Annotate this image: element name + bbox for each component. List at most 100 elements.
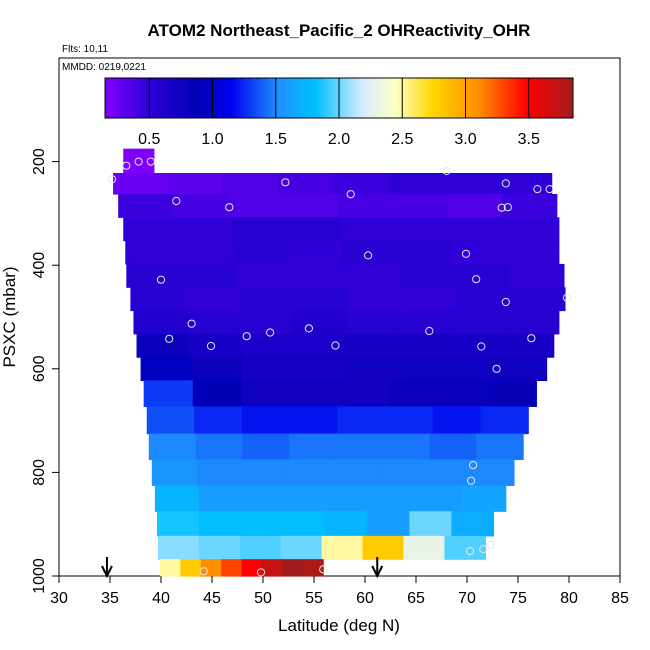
heatmap-cell xyxy=(399,263,456,288)
plot-frame xyxy=(58,57,621,577)
sample-marker xyxy=(134,157,143,166)
heatmap-cell xyxy=(454,263,510,288)
heatmap-cell xyxy=(432,406,482,435)
heatmap-cell xyxy=(476,433,524,461)
heatmap-cell xyxy=(337,406,386,435)
colorbar-tick-label: 2.5 xyxy=(391,131,413,148)
heatmap-cell xyxy=(330,485,375,512)
heatmap-cell xyxy=(156,511,200,537)
sample-marker xyxy=(281,178,290,187)
heatmap-cell xyxy=(198,535,241,560)
heatmap-cells xyxy=(113,148,566,577)
flight-arrow-head xyxy=(371,565,384,579)
heatmap-cell xyxy=(194,406,243,435)
heatmap-cell xyxy=(292,357,345,382)
heatmap-cell xyxy=(172,193,229,218)
sample-marker xyxy=(492,364,501,373)
heatmap-cell xyxy=(241,559,263,577)
heatmap-cell xyxy=(140,357,192,382)
flights-label: Flts: 10,11 xyxy=(62,44,108,55)
heatmap-cell xyxy=(509,263,565,288)
heatmap-cell xyxy=(113,173,169,195)
heatmap-cell xyxy=(286,485,331,512)
heatmap-cell xyxy=(195,433,243,461)
x-tick-label: 50 xyxy=(254,590,272,607)
heatmap-cell xyxy=(123,217,179,242)
heatmap-cell xyxy=(184,287,240,312)
heatmap-cell xyxy=(343,357,395,382)
sample-marker xyxy=(467,476,476,485)
sample-marker xyxy=(562,293,572,302)
heatmap-cell xyxy=(452,310,507,335)
heatmap-cell xyxy=(191,357,243,382)
heatmap-cell xyxy=(445,357,497,382)
heatmap-cell xyxy=(290,380,341,407)
heatmap-cell xyxy=(289,433,337,461)
heatmap-cell xyxy=(444,535,486,560)
x-tick-label: 60 xyxy=(356,590,374,607)
heatmap-cell xyxy=(199,511,242,537)
sample-marker xyxy=(425,326,434,336)
sample-marker xyxy=(266,328,275,337)
colorbar-tick-label: 3.0 xyxy=(454,131,476,148)
heatmap-cell xyxy=(287,240,343,265)
sample-marker xyxy=(486,540,495,550)
heatmap-cell xyxy=(151,459,198,486)
heatmap-cell xyxy=(337,193,393,218)
heatmap-cell xyxy=(239,535,282,560)
heatmap-cell xyxy=(496,173,553,195)
mmdd-label: MMDD: 0219,0221 xyxy=(62,62,146,73)
heatmap-cell xyxy=(438,380,488,407)
colorbar-tick-label: 0.5 xyxy=(138,131,160,148)
sample-marker xyxy=(469,461,478,470)
y-axis: 200 400 600 800 1000 xyxy=(31,148,59,594)
colorbar-tick-label: 2.0 xyxy=(328,131,350,148)
sample-marker xyxy=(346,190,355,199)
sample-marker xyxy=(225,203,234,212)
x-tick-label: 75 xyxy=(509,590,527,607)
heatmap-cell xyxy=(442,173,498,195)
y-tick-label: 1000 xyxy=(31,558,48,594)
heatmap-cell xyxy=(233,240,289,265)
sample-marker xyxy=(206,341,216,351)
x-tick-label: 35 xyxy=(101,590,119,607)
heatmap-cell xyxy=(345,333,398,358)
heatmap-cell xyxy=(125,240,181,265)
heatmap-cell xyxy=(461,485,507,512)
heatmap-cell xyxy=(335,433,384,461)
colorbar: 0.5 1.0 1.5 2.0 2.5 3.0 3.5 xyxy=(104,77,574,148)
heatmap-cell xyxy=(222,173,279,195)
heatmap-cell xyxy=(143,380,194,407)
sample-marker xyxy=(501,297,510,307)
heatmap-cell xyxy=(146,406,195,435)
sample-marker xyxy=(187,319,196,328)
sample-marker xyxy=(156,275,166,284)
chart-title: ATOM2 Northeast_Pacific_2 OHReactivity_O… xyxy=(148,21,531,40)
heatmap-cell xyxy=(289,406,339,435)
sample-marker xyxy=(466,547,475,556)
x-axis-label: Latitude (deg N) xyxy=(278,616,400,635)
heatmap-cell xyxy=(159,559,181,577)
heatmap-cell xyxy=(292,333,346,358)
x-tick-label: 40 xyxy=(152,590,170,607)
heatmap-cell xyxy=(221,559,243,577)
heatmap-cell xyxy=(501,193,558,218)
y-tick-label: 600 xyxy=(31,355,48,382)
heatmap-cell xyxy=(242,459,289,486)
heatmap-cell xyxy=(403,535,446,560)
sample-marker xyxy=(533,185,542,194)
heatmap-cell xyxy=(347,287,403,312)
colorbar-ticks: 0.5 1.0 1.5 2.0 2.5 3.0 3.5 xyxy=(138,78,540,148)
heatmap-cell xyxy=(287,459,334,486)
x-tick-label: 30 xyxy=(50,590,68,607)
sample-marker xyxy=(122,161,131,170)
heatmap-cell xyxy=(397,333,451,358)
heatmap-cell xyxy=(395,217,451,242)
heatmap-cell xyxy=(157,535,200,560)
heatmap-cell xyxy=(389,380,439,407)
sample-marker xyxy=(461,249,471,258)
heatmap-cell xyxy=(282,559,304,577)
heatmap-cell xyxy=(321,535,364,560)
heatmap-cell xyxy=(449,333,503,358)
